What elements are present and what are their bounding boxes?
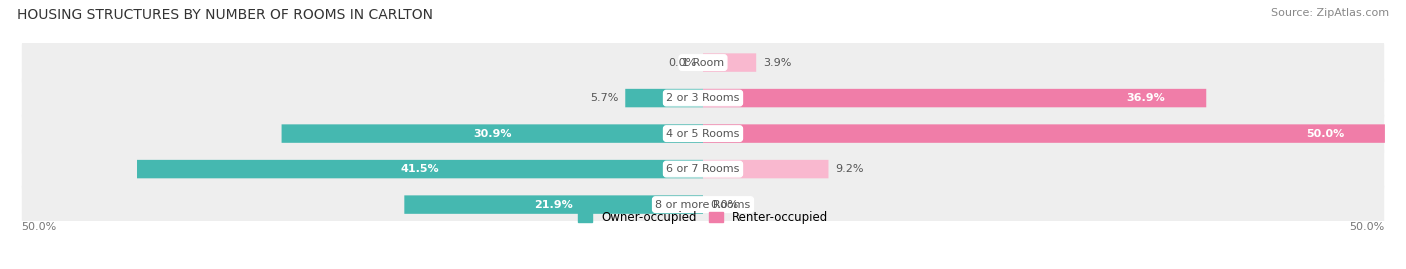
FancyBboxPatch shape (21, 38, 1385, 87)
Text: 6 or 7 Rooms: 6 or 7 Rooms (666, 164, 740, 174)
FancyBboxPatch shape (21, 180, 1385, 229)
Text: 8 or more Rooms: 8 or more Rooms (655, 200, 751, 210)
Text: 4 or 5 Rooms: 4 or 5 Rooms (666, 129, 740, 139)
Text: 30.9%: 30.9% (472, 129, 512, 139)
FancyBboxPatch shape (703, 160, 828, 178)
Text: HOUSING STRUCTURES BY NUMBER OF ROOMS IN CARLTON: HOUSING STRUCTURES BY NUMBER OF ROOMS IN… (17, 8, 433, 22)
Text: Source: ZipAtlas.com: Source: ZipAtlas.com (1271, 8, 1389, 18)
Text: 1 Room: 1 Room (682, 58, 724, 68)
Text: 36.9%: 36.9% (1126, 93, 1166, 103)
Text: 3.9%: 3.9% (763, 58, 792, 68)
FancyBboxPatch shape (405, 195, 703, 214)
FancyBboxPatch shape (21, 109, 1385, 158)
FancyBboxPatch shape (703, 124, 1385, 143)
Text: 9.2%: 9.2% (835, 164, 863, 174)
FancyBboxPatch shape (136, 160, 703, 178)
Text: 50.0%: 50.0% (21, 222, 56, 232)
Text: 21.9%: 21.9% (534, 200, 574, 210)
Text: 2 or 3 Rooms: 2 or 3 Rooms (666, 93, 740, 103)
FancyBboxPatch shape (281, 124, 703, 143)
FancyBboxPatch shape (21, 73, 1385, 123)
Text: 41.5%: 41.5% (401, 164, 439, 174)
Text: 50.0%: 50.0% (1306, 129, 1344, 139)
Text: 50.0%: 50.0% (1350, 222, 1385, 232)
Legend: Owner-occupied, Renter-occupied: Owner-occupied, Renter-occupied (572, 206, 834, 229)
FancyBboxPatch shape (626, 89, 703, 107)
Text: 5.7%: 5.7% (591, 93, 619, 103)
FancyBboxPatch shape (703, 53, 756, 72)
FancyBboxPatch shape (703, 89, 1206, 107)
Text: 0.0%: 0.0% (668, 58, 696, 68)
FancyBboxPatch shape (21, 144, 1385, 194)
Text: 0.0%: 0.0% (710, 200, 738, 210)
